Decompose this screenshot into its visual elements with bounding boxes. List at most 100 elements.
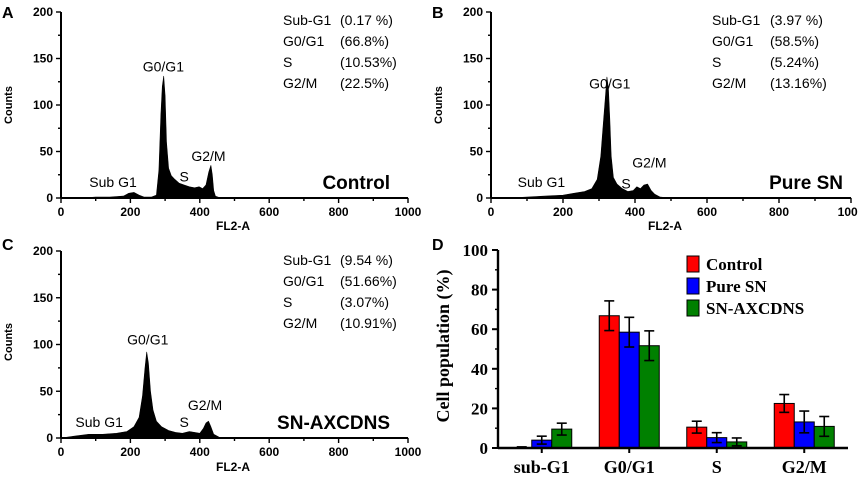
- y-tick-label: 20: [471, 399, 488, 418]
- category-label: G2/M: [782, 457, 827, 477]
- y-tick-label: 200: [33, 244, 53, 258]
- stat-phase: Sub-G1: [283, 252, 331, 268]
- peak-label: Sub G1: [75, 414, 123, 430]
- x-tick-label: 800: [329, 445, 349, 459]
- bar-pure-sn: [618, 331, 640, 449]
- stat-phase: G0/G1: [283, 33, 324, 49]
- category-label: S: [712, 457, 722, 477]
- y-tick-label: 150: [463, 52, 483, 66]
- peak-label: Sub G1: [518, 174, 566, 190]
- stat-phase: S: [712, 54, 721, 70]
- peak-label: G0/G1: [589, 75, 630, 91]
- stat-value: (3.97 %): [770, 12, 823, 28]
- panel-letter: B: [432, 5, 444, 22]
- y-tick-label: 100: [33, 98, 53, 112]
- x-tick-label: 200: [120, 205, 140, 219]
- stat-value: (9.54 %): [340, 252, 393, 268]
- x-axis-label: FL2-A: [216, 219, 250, 233]
- legend-swatch-control: [686, 255, 700, 273]
- x-axis-label: FL2-A: [216, 460, 250, 474]
- panel-letter: C: [2, 237, 14, 254]
- peak-label: S: [621, 176, 630, 192]
- peak-label: G0/G1: [143, 59, 184, 75]
- legend-label: Control: [706, 255, 763, 274]
- x-axis-label: FL2-A: [648, 219, 682, 233]
- x-tick-label: 800: [769, 205, 789, 219]
- bar-control: [598, 315, 620, 449]
- x-tick-label: 400: [190, 205, 210, 219]
- y-tick-label: 80: [471, 281, 488, 300]
- y-tick-label: 0: [46, 431, 53, 445]
- stat-value: (66.8%): [340, 33, 389, 49]
- sample-title: Control: [322, 173, 390, 194]
- histogram-area: [60, 75, 409, 199]
- x-tick-label: 600: [259, 445, 279, 459]
- histogram-area: [60, 351, 409, 439]
- legend-label: Pure SN: [706, 277, 767, 296]
- stat-phase: G0/G1: [283, 273, 324, 289]
- y-tick-label: 150: [33, 291, 53, 305]
- stat-value: (10.91%): [340, 315, 397, 331]
- peak-label: G2/M: [632, 154, 666, 170]
- y-tick-label: 0: [46, 191, 53, 205]
- peak-label: S: [180, 414, 189, 430]
- stat-phase: Sub-G1: [283, 12, 331, 28]
- histogram-area: [490, 76, 852, 199]
- stat-phase: S: [283, 294, 292, 310]
- x-tick-label: 400: [625, 205, 645, 219]
- stat-value: (51.66%): [340, 273, 397, 289]
- peak-label: Sub G1: [89, 174, 137, 190]
- stat-phase: G2/M: [283, 315, 317, 331]
- peak-label: G2/M: [191, 148, 225, 164]
- y-axis-label: Counts: [433, 86, 445, 124]
- stat-phase: S: [283, 54, 292, 70]
- x-tick-label: 0: [58, 445, 65, 459]
- stat-value: (10.53%): [340, 54, 397, 70]
- y-tick-label: 40: [471, 360, 488, 379]
- x-tick-label: 600: [259, 205, 279, 219]
- x-tick-label: 1000: [395, 445, 422, 459]
- category-label: G0/G1: [604, 457, 655, 477]
- y-tick-label: 50: [40, 145, 54, 159]
- y-tick-label: 100: [33, 338, 53, 352]
- sample-title: Pure SN: [769, 173, 843, 194]
- x-tick-label: 200: [553, 205, 573, 219]
- y-tick-label: 0: [476, 191, 483, 205]
- sample-title: SN-AXCDNS: [277, 413, 390, 434]
- legend-swatch-sn-axcdns: [686, 299, 700, 317]
- stat-value: (0.17 %): [340, 12, 393, 28]
- stat-phase: G2/M: [283, 75, 317, 91]
- legend-swatch-pure-sn: [686, 277, 700, 295]
- panel-b: B 0 200 400 600 800 1000 0 50 100 150 200 Counts FL2-…: [432, 5, 858, 233]
- y-tick-label: 200: [33, 5, 53, 19]
- y-tick-label: 60: [471, 320, 488, 339]
- stat-value: (5.24%): [770, 54, 819, 70]
- y-tick-label: 0: [480, 439, 489, 458]
- y-axis-label: Cell population (%): [433, 269, 454, 422]
- panel-letter: D: [432, 237, 444, 254]
- x-tick-label: 0: [58, 205, 65, 219]
- y-tick-label: 50: [40, 384, 54, 398]
- peak-label: G0/G1: [127, 332, 168, 348]
- y-tick-label: 100: [463, 241, 489, 260]
- x-tick-label: 800: [329, 205, 349, 219]
- legend-label: SN-AXCDNS: [706, 299, 804, 318]
- legend: Control Pure SN SN-AXCDNS: [686, 255, 804, 318]
- stat-value: (58.5%): [770, 33, 819, 49]
- stat-value: (22.5%): [340, 75, 389, 91]
- x-tick-label: 1000: [838, 205, 858, 219]
- panel-c: C 0 200 400 600 800 1000 0 50 100 150 200 Counts FL2-…: [2, 237, 422, 474]
- panel-letter: A: [2, 5, 14, 22]
- stat-phase: G0/G1: [712, 33, 753, 49]
- y-axis-label: Counts: [3, 323, 15, 361]
- x-tick-label: 600: [697, 205, 717, 219]
- y-tick-label: 200: [463, 5, 483, 19]
- stat-value: (3.07%): [340, 294, 389, 310]
- x-tick-label: 1000: [395, 205, 422, 219]
- x-tick-label: 0: [488, 205, 495, 219]
- peak-label: S: [180, 168, 189, 184]
- x-tick-label: 200: [120, 445, 140, 459]
- y-tick-label: 100: [463, 98, 483, 112]
- panel-d: D 0 20 40 60 80 100 sub-G1 G0/G1 S G2/M Cell popula…: [432, 237, 848, 477]
